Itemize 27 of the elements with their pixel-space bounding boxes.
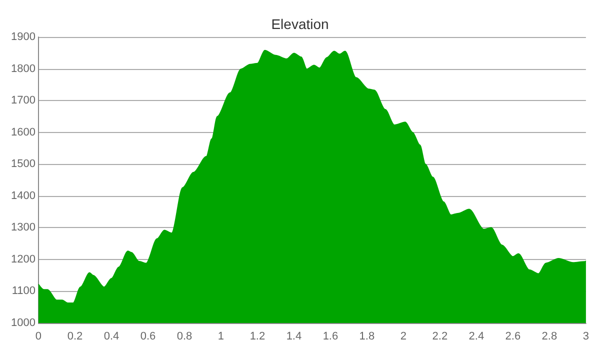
y-tick-label: 1400 [10, 190, 36, 202]
x-tick-label: 2.8 [542, 330, 558, 342]
y-tick-label: 1300 [10, 222, 36, 234]
x-tick-label: 1.6 [322, 330, 338, 342]
x-tick-label: 1.2 [250, 330, 266, 342]
chart-title: Elevation [271, 16, 329, 32]
y-tick-label: 1000 [10, 317, 36, 329]
x-tick-label: 1.8 [359, 330, 375, 342]
x-tick-label: 1 [218, 330, 224, 342]
y-tick-label: 1900 [10, 31, 36, 43]
y-tick-label: 1700 [10, 94, 36, 107]
x-tick-label: 0 [35, 330, 42, 342]
x-tick-label: 2.2 [432, 330, 448, 342]
x-tick-label: 1.4 [286, 330, 302, 342]
y-tick-label: 1200 [10, 253, 36, 266]
x-tick-label: 2.6 [505, 330, 521, 342]
x-tick-label: 3 [582, 330, 590, 342]
y-tick-label: 1100 [12, 285, 36, 298]
x-tick-label: 0.4 [104, 330, 120, 342]
y-tick-label: 1500 [10, 158, 36, 170]
x-tick-label: 2 [400, 330, 407, 342]
x-tick-label: 2.4 [468, 330, 484, 342]
x-tick-label: 0.6 [140, 330, 156, 342]
x-tick-label: 0.8 [176, 330, 192, 342]
y-tick-label: 1600 [10, 126, 36, 138]
x-tick-label: 0.2 [67, 330, 83, 342]
y-tick-label: 1800 [10, 62, 36, 75]
